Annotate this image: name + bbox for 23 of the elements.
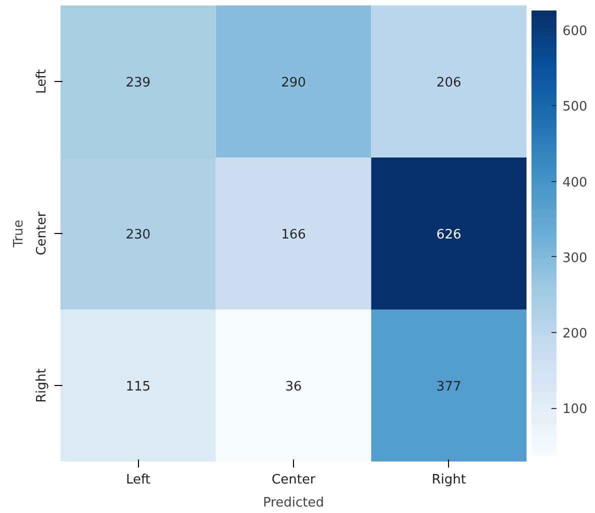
color-bar-label: 400 <box>562 175 588 190</box>
data-label: 626 <box>436 228 462 242</box>
data-label: 36 <box>285 380 302 394</box>
x-axis-title: Predicted <box>262 496 324 510</box>
data-label: 166 <box>281 228 306 242</box>
x-tick-label: Right <box>432 472 466 488</box>
y-tick-label: Left <box>34 69 50 94</box>
data-label: 239 <box>126 76 151 90</box>
y-tick-label: Center <box>34 210 50 256</box>
color-bar-label: 100 <box>562 402 588 418</box>
data-label: 206 <box>436 76 462 90</box>
color-bar-label: 200 <box>562 326 588 342</box>
color-bar-label: 300 <box>562 250 588 266</box>
data-label: 377 <box>436 380 462 394</box>
color-bar-label: 600 <box>562 24 588 40</box>
x-tick-label: Left <box>126 472 150 488</box>
data-label: 115 <box>126 380 151 394</box>
x-tick-label: Center <box>272 472 316 488</box>
data-label: 230 <box>126 228 151 242</box>
color-bar-label: 500 <box>562 100 588 115</box>
y-axis-title: True <box>12 220 26 248</box>
y-tick-label: Right <box>34 368 50 403</box>
data-label: 290 <box>281 76 306 90</box>
